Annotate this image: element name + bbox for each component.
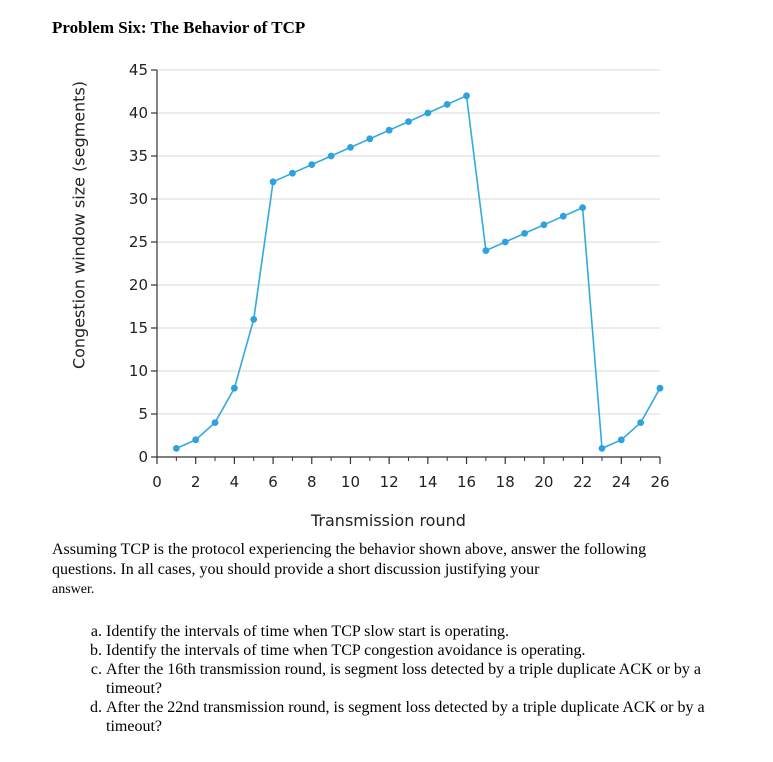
data-point-12 (385, 126, 393, 134)
x-tick-label-18: 18 (496, 473, 515, 491)
x-tick-label-20: 20 (534, 473, 553, 491)
data-point-24 (617, 436, 625, 444)
data-point-1 (172, 445, 180, 452)
grid-layer (157, 69, 660, 415)
y-tick-label-5: 5 (138, 405, 148, 423)
data-point-20 (540, 221, 548, 229)
x-tick-label-16: 16 (457, 473, 476, 491)
x-axis-title: Transmission round (311, 511, 466, 530)
y-tick-label-30: 30 (129, 190, 148, 208)
y-tick-label-45: 45 (129, 61, 148, 79)
data-point-19 (521, 230, 528, 237)
data-point-7 (289, 169, 296, 177)
data-point-25 (637, 419, 645, 426)
intro-text: Assuming TCP is the protocol experiencin… (52, 541, 647, 578)
data-point-23 (598, 445, 606, 452)
data-point-3 (211, 419, 219, 426)
x-tick-label-12: 12 (380, 473, 399, 491)
x-tick-label-10: 10 (341, 473, 360, 491)
data-point-6 (269, 178, 277, 186)
y-tick-label-15: 15 (129, 319, 148, 337)
data-point-14 (424, 109, 432, 117)
problem-title: Problem Six: The Behavior of TCP (52, 18, 306, 37)
x-tick-label-8: 8 (307, 473, 317, 491)
x-tick-label-4: 4 (230, 473, 240, 491)
data-point-13 (405, 118, 412, 125)
intro-paragraph: Assuming TCP is the protocol experiencin… (52, 540, 712, 600)
data-point-22 (579, 204, 587, 212)
data-point-9 (327, 152, 335, 160)
y-tick-label-0: 0 (138, 448, 148, 466)
y-tick-label-25: 25 (129, 233, 148, 251)
x-tick-label-24: 24 (612, 473, 631, 491)
question-list: Identify the intervals of time when TCP … (84, 622, 726, 736)
data-point-11 (366, 135, 374, 143)
y-tick-label-10: 10 (129, 362, 148, 380)
y-tick-label-35: 35 (129, 147, 148, 165)
data-point-2 (192, 436, 200, 444)
question-b: Identify the intervals of time when TCP … (106, 641, 726, 660)
x-tick-label-14: 14 (418, 473, 437, 491)
data-point-17 (482, 247, 490, 255)
data-point-26 (656, 384, 664, 392)
data-point-4 (230, 384, 238, 392)
x-tick-label-26: 26 (650, 473, 669, 491)
intro-tail: answer. (52, 582, 95, 597)
x-tick-label-0: 0 (152, 473, 162, 491)
series-layer (172, 92, 664, 452)
x-tick-label-6: 6 (268, 473, 278, 491)
y-axis-title: Congestion window size (segments) (69, 80, 89, 370)
data-point-15 (443, 101, 451, 108)
data-point-8 (308, 161, 316, 169)
y-tick-label-20: 20 (129, 276, 148, 294)
question-a: Identify the intervals of time when TCP … (106, 622, 726, 641)
data-point-21 (559, 212, 567, 220)
series-line-0 (175, 94, 661, 450)
data-point-10 (347, 144, 354, 151)
x-tick-label-22: 22 (573, 473, 592, 491)
y-tick-label-40: 40 (129, 104, 148, 122)
question-c: After the 16th transmission round, is se… (106, 660, 726, 698)
data-point-16 (463, 92, 470, 100)
x-tick-label-2: 2 (191, 473, 201, 491)
question-d: After the 22nd transmission round, is se… (106, 698, 726, 736)
data-point-18 (501, 238, 509, 246)
data-point-5 (250, 316, 258, 323)
